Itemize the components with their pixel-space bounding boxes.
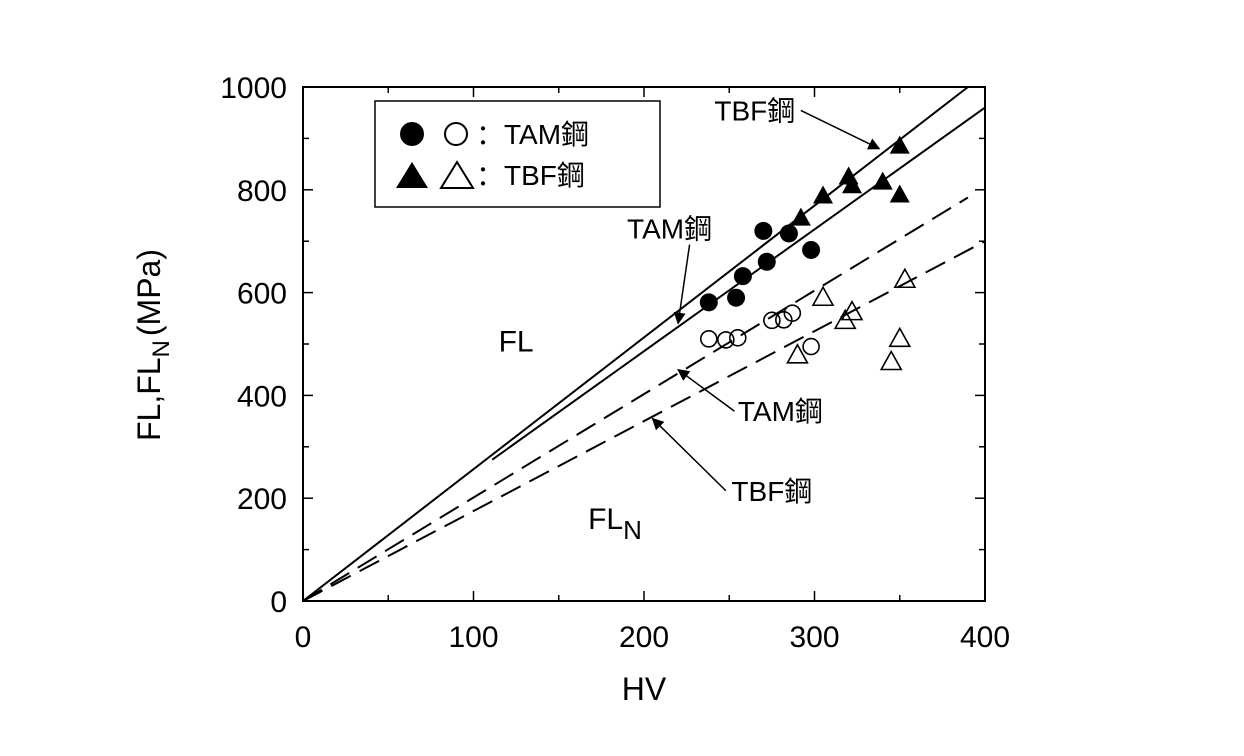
point-open-triangle <box>813 287 833 305</box>
point-filled-circle <box>754 222 772 240</box>
point-open-triangle <box>881 351 901 369</box>
annotation-label-3: TAM鋼 <box>738 396 823 427</box>
y-axis-title: FL,FLN (MPa) <box>131 249 175 441</box>
point-open-circle <box>701 331 717 347</box>
y-tick-label: 800 <box>237 175 287 208</box>
annotation-text: FL <box>499 326 534 359</box>
legend-box <box>375 101 660 207</box>
axis-ticks: 0 100 200 300 400 0 200 400 600 800 1000 <box>220 72 1010 654</box>
legend-filled-triangle-marker <box>396 162 428 188</box>
y-axis-title-main: FL,FL <box>131 357 167 441</box>
annotation-text: TAM鋼 <box>738 396 823 427</box>
annotation-arrow-4 <box>653 419 726 491</box>
annotation-subscript: N <box>623 515 642 545</box>
point-filled-triangle <box>890 184 910 202</box>
point-open-triangle <box>787 345 807 363</box>
point-filled-circle <box>734 267 752 285</box>
legend-open-circle-marker <box>445 123 467 145</box>
point-open-circle <box>730 330 746 346</box>
point-filled-triangle <box>873 172 893 190</box>
legend-entry-tam: ：TAM鋼 <box>476 119 589 150</box>
annotation-text: TAM鋼 <box>627 214 712 245</box>
data-points <box>700 136 915 370</box>
annotation-arrow-3 <box>678 370 734 411</box>
y-tick-label: 400 <box>237 380 287 413</box>
x-tick-label: 300 <box>789 621 839 654</box>
annotation-arrow-0 <box>801 110 879 148</box>
annotation-text: TBF鋼 <box>714 95 795 126</box>
plot-frame <box>303 87 985 601</box>
x-tick-label: 400 <box>960 621 1010 654</box>
svg-text:FL,FLN(MPa): FL,FLN (MPa) <box>131 249 175 441</box>
point-open-circle <box>803 339 819 355</box>
annotation-label-2: FL <box>499 326 534 359</box>
x-tick-label: 0 <box>295 621 312 654</box>
x-axis-title: HV <box>622 671 667 707</box>
legend: ：TAM鋼 ：TBF鋼 <box>375 101 660 207</box>
point-filled-circle <box>758 253 776 271</box>
point-filled-circle <box>802 241 820 259</box>
legend-entry-tbf: ：TBF鋼 <box>476 160 585 191</box>
annotation-text: FL <box>588 503 623 536</box>
y-axis-title-subscript: N <box>148 340 175 357</box>
point-filled-circle <box>780 224 798 242</box>
annotation-label-5: FLN <box>588 503 642 545</box>
annotation-label-1: TAM鋼 <box>627 214 712 245</box>
y-axis-title-unit: (MPa) <box>131 249 167 336</box>
annotation-arrow-1 <box>678 245 689 324</box>
point-filled-circle <box>727 289 745 307</box>
legend-filled-circle-marker <box>400 122 424 146</box>
y-tick-label: 600 <box>237 278 287 311</box>
x-tick-label: 100 <box>448 621 498 654</box>
legend-open-triangle-marker <box>441 162 473 188</box>
point-open-triangle <box>890 328 910 346</box>
y-tick-label: 0 <box>270 586 287 619</box>
annotation-text: TBF鋼 <box>731 476 812 507</box>
annotation-label-0: TBF鋼 <box>714 95 795 126</box>
point-filled-circle <box>700 293 718 311</box>
annotation-label-4: TBF鋼 <box>731 476 812 507</box>
y-tick-label: 200 <box>237 483 287 516</box>
x-tick-label: 200 <box>619 621 669 654</box>
dashed-line-3 <box>303 241 985 601</box>
fit-lines <box>303 87 985 601</box>
y-tick-label: 1000 <box>220 72 287 105</box>
